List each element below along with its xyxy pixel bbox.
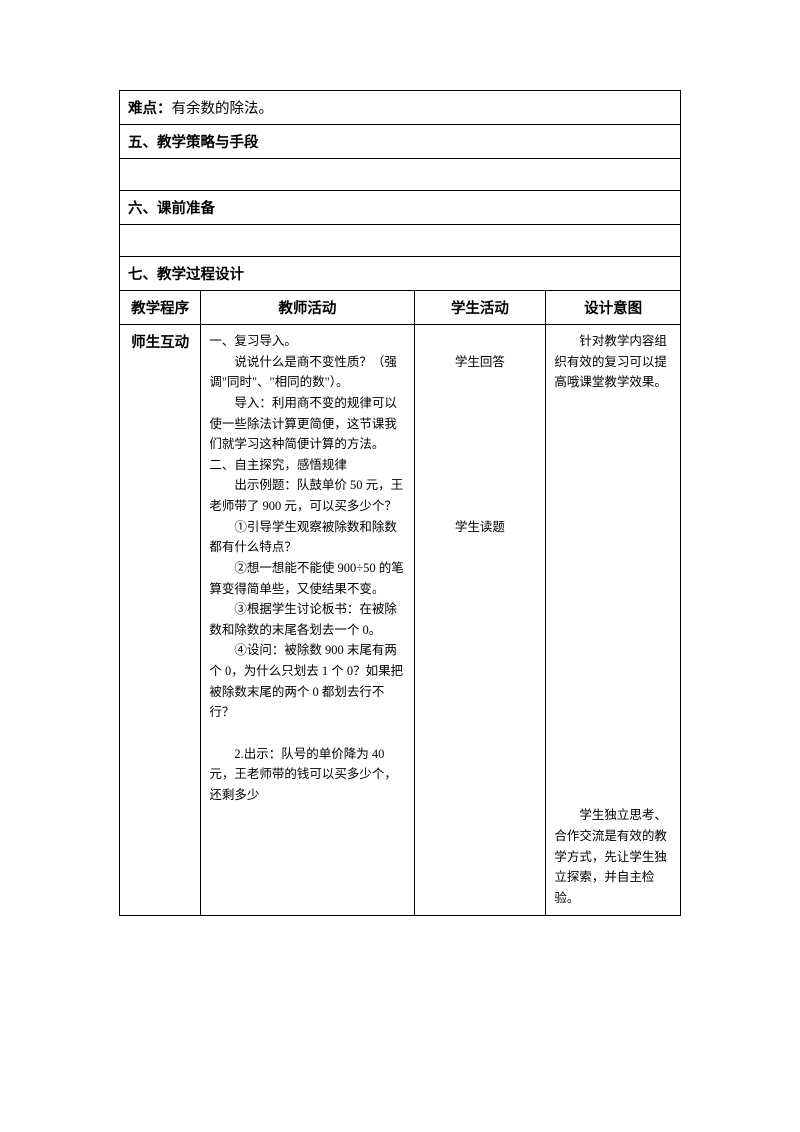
teacher-p1: 一、复习导入。 [209, 331, 405, 352]
teacher-p2: 说说什么是商不变性质？（强调"同时"、"相同的数"）。 [209, 352, 405, 393]
student-blank4 [423, 414, 538, 435]
difficulty-label: 难点： [128, 101, 172, 117]
design-blank6 [554, 496, 672, 517]
design-blank8 [554, 537, 672, 558]
col-header-student: 学生活动 [414, 291, 546, 325]
teacher-p4: 二、自主探究，感悟规律 [209, 455, 405, 476]
section-6-header-row: 六、课前准备 [120, 191, 681, 225]
section-5-title: 五、教学策略与手段 [120, 125, 681, 159]
section-5-header-row: 五、教学策略与手段 [120, 125, 681, 159]
design-blank17 [554, 723, 672, 744]
section-7-title: 七、教学过程设计 [120, 257, 681, 291]
design-blank3 [554, 434, 672, 455]
design-blank13 [554, 640, 672, 661]
section-6-title: 六、课前准备 [120, 191, 681, 225]
teacher-p6: ①引导学生观察被除数和除数都有什么特点？ [209, 517, 405, 558]
student-blank2 [423, 372, 538, 393]
lesson-plan-table: 难点：有余数的除法。 五、教学策略与手段 六、课前准备 七、教学过程设计 教学程… [119, 90, 681, 916]
col-header-program: 教学程序 [120, 291, 201, 325]
difficulty-row: 难点：有余数的除法。 [120, 91, 681, 125]
column-header-row: 教学程序 教师活动 学生活动 设计意图 [120, 291, 681, 325]
teacher-activity-cell: 一、复习导入。 说说什么是商不变性质？（强调"同时"、"相同的数"）。 导入：利… [201, 325, 414, 916]
teacher-p8: ③根据学生讨论板书：在被除数和除数的末尾各划去一个 0。 [209, 599, 405, 640]
design-blank2 [554, 414, 672, 435]
student-s2: 学生读题 [423, 517, 538, 538]
section-6-content [120, 225, 681, 257]
design-blank7 [554, 517, 672, 538]
teacher-p7: ②想一想能不能使 900÷50 的笔算变得简单些，又使结果不变。 [209, 558, 405, 599]
design-blank20 [554, 785, 672, 806]
content-row: 师生互动 一、复习导入。 说说什么是商不变性质？（强调"同时"、"相同的数"）。… [120, 325, 681, 916]
design-blank4 [554, 455, 672, 476]
student-blank7 [423, 475, 538, 496]
design-blank1 [554, 393, 672, 414]
teacher-p9: ④设问：被除数 900 末尾有两个 0，为什么只划去 1 个 0？如果把被除数末… [209, 640, 405, 723]
design-blank10 [554, 579, 672, 600]
design-intent-cell: 针对教学内容组织有效的复习可以提高哦课堂教学效果。 学生独立思考、合 [546, 325, 681, 916]
design-blank11 [554, 599, 672, 620]
student-blank6 [423, 455, 538, 476]
student-blank3 [423, 393, 538, 414]
section-7-header-row: 七、教学过程设计 [120, 257, 681, 291]
design-blank5 [554, 475, 672, 496]
difficulty-text: 有余数的除法。 [172, 101, 274, 117]
design-blank9 [554, 558, 672, 579]
design-d1: 针对教学内容组织有效的复习可以提高哦课堂教学效果。 [554, 331, 672, 393]
design-blank16 [554, 702, 672, 723]
student-blank1 [423, 331, 538, 352]
section-5-content [120, 159, 681, 191]
section-5-content-row [120, 159, 681, 191]
design-blank19 [554, 764, 672, 785]
teacher-p10: 2.出示：队号的单价降为 40 元，王老师带的钱可以买多少个，还剩多少 [209, 744, 405, 806]
section-6-content-row [120, 225, 681, 257]
student-activity-cell: 学生回答 学生读题 [414, 325, 546, 916]
teacher-blank [209, 723, 405, 744]
student-s1: 学生回答 [423, 352, 538, 373]
design-blank14 [554, 661, 672, 682]
difficulty-cell: 难点：有余数的除法。 [120, 91, 681, 125]
teacher-p5: 出示例题：队鼓单价 50 元，王老师带了 900 元，可以买多少个？ [209, 475, 405, 516]
program-label: 师生互动 [120, 325, 201, 916]
design-d2: 学生独立思考、合作交流是有效的教学方式，先让学生独立探索，并自主检验。 [554, 805, 672, 908]
col-header-teacher: 教师活动 [201, 291, 414, 325]
teacher-p3: 导入：利用商不变的规律可以使一些除法计算更简便，这节课我们就学习这种简便计算的方… [209, 393, 405, 455]
design-blank15 [554, 682, 672, 703]
col-header-design: 设计意图 [546, 291, 681, 325]
design-blank18 [554, 744, 672, 765]
student-blank8 [423, 496, 538, 517]
design-blank12 [554, 620, 672, 641]
student-blank5 [423, 434, 538, 455]
